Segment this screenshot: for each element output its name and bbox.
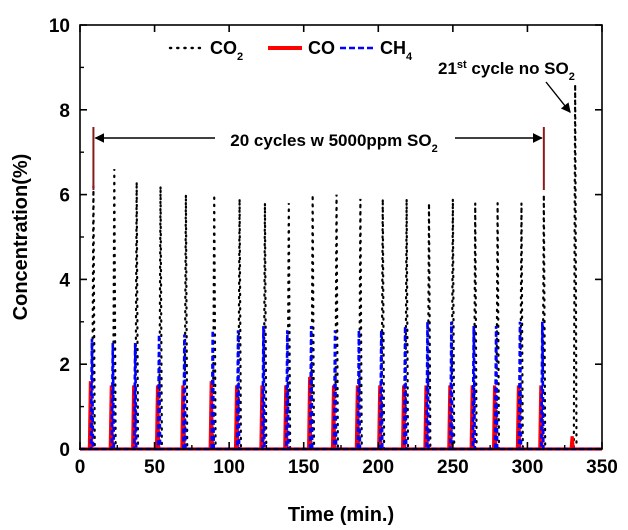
y-tick-label: 8	[59, 101, 70, 122]
span-label-background	[215, 128, 455, 154]
data-point-co2	[213, 193, 216, 196]
axis-layer: 0 50 100 150 200 250 300 350 0 2 4 6 8 10 Time (min.) C…	[10, 16, 618, 526]
y-tick-label: 4	[59, 270, 70, 291]
cycle21-arrow	[545, 81, 571, 114]
x-axis-title: Time (min.)	[288, 504, 394, 526]
y-tick-label: 2	[59, 355, 70, 376]
y-tick-label: 0	[59, 440, 70, 461]
x-tick-label: 200	[362, 457, 394, 478]
x-tick-label: 350	[586, 457, 618, 478]
legend-label-ch4: CH4	[380, 38, 413, 63]
x-tick-label: 50	[144, 457, 165, 478]
x-tick-label: 150	[288, 457, 320, 478]
y-axis-title: Concentration(%)	[10, 154, 32, 321]
series-line-co2	[78, 84, 604, 451]
data-point-co2	[311, 193, 314, 196]
x-tick-label: 300	[512, 457, 544, 478]
span-label: 20 cycles w 5000ppm SO2	[230, 131, 437, 155]
y-tick-label: 10	[49, 16, 70, 37]
cycle21-label: 21st cycle no SO2	[438, 59, 575, 83]
x-tick-label: 0	[75, 457, 86, 478]
y-tick-label: 6	[59, 186, 70, 207]
legend: CO2 CO CH4	[168, 38, 413, 63]
legend-label-co2: CO2	[210, 38, 243, 63]
x-tick-label: 250	[437, 457, 469, 478]
x-tick-label: 100	[213, 457, 245, 478]
annotation-layer: 20 cycles w 5000ppm SO2 21st cycle no SO2	[92, 59, 575, 190]
legend-label-co: CO	[308, 38, 335, 58]
